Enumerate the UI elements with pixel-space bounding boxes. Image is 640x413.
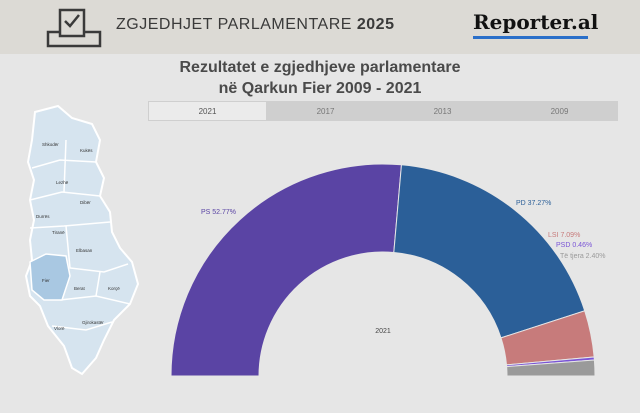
label-të-tjera: Të tjera 2.40%	[560, 253, 606, 260]
slice-të-tjera[interactable]	[506, 359, 596, 377]
map-outline	[24, 104, 140, 376]
map-label-berat: Berat	[74, 286, 86, 291]
map-label-durrës: Durrës	[36, 214, 50, 219]
chart-title-line2: në Qarkun Fier 2009 - 2021	[218, 80, 422, 97]
fier-region	[29, 253, 71, 301]
tab-2009[interactable]: 2009	[501, 101, 618, 121]
tab-2017[interactable]: 2017	[267, 101, 384, 121]
region-borders	[29, 139, 131, 331]
label-ps: PS 52.77%	[201, 209, 236, 216]
map-label-gjirokastër: Gjirokastër	[82, 320, 104, 325]
chart-center-label: 2021	[375, 328, 391, 335]
ballot-box-icon	[46, 8, 102, 48]
label-pd: PD 37.27%	[516, 200, 551, 207]
map-label-shkodër: Shkodër	[42, 142, 59, 147]
map-label-korçë: Korçë	[108, 286, 120, 291]
year-tabs: 2021 2017 2013 2009	[148, 101, 618, 121]
tab-2013[interactable]: 2013	[384, 101, 501, 121]
map-label-lezhë: Lezhë	[56, 180, 69, 185]
map-label-dibër: Dibër	[80, 200, 91, 205]
reporter-logo[interactable]: Reporter.al	[473, 10, 599, 34]
label-psd: PSD 0.46%	[556, 242, 592, 249]
logo-underline	[473, 36, 588, 39]
header-bar: ZGJEDHJET PARLAMENTARE 2025 Reporter.al	[0, 0, 640, 54]
map-label-fier: Fier	[42, 278, 50, 283]
header-title: ZGJEDHJET PARLAMENTARE 2025	[116, 16, 395, 33]
chart-title-line1: Rezultatet e zgjedhjeve parlamentare	[179, 59, 461, 76]
map-label-vlorë: Vlorë	[54, 326, 65, 331]
map-label-kukës: Kukës	[80, 148, 93, 153]
slice-ps[interactable]	[170, 163, 403, 377]
map-label-tiranë: Tiranë	[52, 230, 65, 235]
map-label-elbasan: Elbasan	[76, 248, 93, 253]
slice-pd[interactable]	[393, 164, 586, 339]
tab-2021[interactable]: 2021	[148, 101, 267, 121]
label-lsi: LSI 7.09%	[548, 232, 580, 239]
